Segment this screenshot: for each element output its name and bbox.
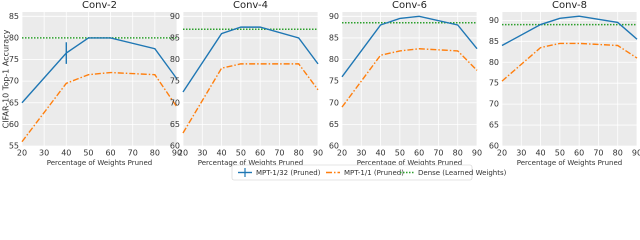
x-tick-label: 30 — [516, 149, 526, 158]
series-line — [21, 37, 178, 104]
y-tick-label: 60 — [9, 120, 19, 129]
legend-label: MPT-1/1 (Pruned) — [344, 169, 404, 177]
y-tick-label: 90 — [329, 12, 339, 21]
x-tick-label: 40 — [216, 149, 226, 158]
x-axis-label: Percentage of Weights Pruned — [517, 159, 622, 167]
series-line — [341, 15, 478, 78]
x-tick-label: 40 — [61, 149, 71, 158]
y-tick-label: 90 — [489, 16, 499, 25]
x-tick-label: 50 — [236, 149, 246, 158]
series-line — [341, 48, 478, 108]
y-tick-label: 85 — [9, 12, 19, 21]
x-tick-label: 50 — [555, 149, 565, 158]
y-tick-label: 90 — [170, 12, 180, 21]
x-tick-label: 60 — [255, 149, 265, 158]
x-tick-label: 20 — [17, 149, 27, 158]
x-tick-label: 20 — [497, 149, 507, 158]
y-tick-label: 85 — [489, 37, 499, 46]
series-line — [182, 63, 319, 134]
x-tick-label: 50 — [395, 149, 405, 158]
y-tick-label: 80 — [9, 33, 19, 42]
x-tick-label: 90 — [313, 149, 323, 158]
x-tick-label: 30 — [356, 149, 366, 158]
x-tick-label: 30 — [39, 149, 49, 158]
x-tick-label: 60 — [105, 149, 115, 158]
x-tick-label: 80 — [613, 149, 623, 158]
x-tick-label: 50 — [83, 149, 93, 158]
chart-title: Conv-6 — [392, 0, 427, 11]
x-tick-label: 70 — [274, 149, 284, 158]
x-tick-label: 80 — [150, 149, 160, 158]
y-tick-label: 75 — [9, 55, 19, 64]
x-tick-label: 40 — [535, 149, 545, 158]
plot-area — [183, 12, 318, 146]
y-axis-label: CIFAR-10 Top-1 Accuracy — [2, 29, 11, 128]
x-tick-label: 40 — [375, 149, 385, 158]
y-tick-label: 85 — [170, 33, 180, 42]
chart-title: Conv-2 — [82, 0, 117, 11]
y-tick-label: 65 — [489, 121, 499, 130]
x-tick-label: 30 — [197, 149, 207, 158]
y-tick-label: 80 — [329, 55, 339, 64]
y-tick-label: 80 — [489, 58, 499, 67]
y-tick-label: 65 — [329, 120, 339, 129]
chart-title: Conv-8 — [552, 0, 587, 11]
y-tick-label: 85 — [329, 33, 339, 42]
y-tick-label: 75 — [329, 77, 339, 86]
figure: Conv-2 55 60 65 70 75 80 85 20 30 40 50 60 70 80 90 Perc… — [2, 0, 640, 181]
x-tick-label: 90 — [632, 149, 640, 158]
chart-title: Conv-4 — [233, 0, 268, 11]
x-tick-label: 90 — [472, 149, 482, 158]
legend-box — [231, 164, 473, 181]
y-tick-label: 75 — [489, 79, 499, 88]
x-tick-label: 20 — [178, 149, 188, 158]
legend: MPT-1/32 (Pruned) MPT-1/1 (Pruned) Dense (… — [231, 164, 507, 181]
y-tick-label: 70 — [170, 98, 180, 107]
y-tick-label: 60 — [329, 142, 339, 151]
series-line — [21, 71, 178, 143]
y-tick-label: 80 — [170, 55, 180, 64]
x-tick-label: 80 — [294, 149, 304, 158]
x-tick-label: 20 — [337, 149, 347, 158]
x-axis-label: Percentage of Weights Pruned — [47, 159, 152, 167]
x-tick-label: 80 — [453, 149, 463, 158]
y-tick-label: 70 — [9, 77, 19, 86]
plot-area — [22, 12, 177, 146]
x-tick-label: 90 — [172, 149, 182, 158]
x-tick-label: 60 — [414, 149, 424, 158]
plot-area — [342, 12, 477, 146]
x-axis-label: Percentage of Weights Pruned — [357, 159, 462, 167]
x-tick-label: 60 — [574, 149, 584, 158]
plot-area — [502, 12, 637, 146]
series-line — [182, 26, 319, 93]
x-tick-label: 70 — [433, 149, 443, 158]
y-tick-label: 70 — [489, 100, 499, 109]
series-line — [501, 42, 638, 82]
series-line — [501, 15, 638, 47]
x-tick-label: 70 — [593, 149, 603, 158]
y-tick-label: 70 — [329, 98, 339, 107]
y-tick-label: 75 — [170, 77, 180, 86]
y-tick-label: 65 — [9, 98, 19, 107]
legend-label: Dense (Learned Weights) — [418, 169, 507, 177]
y-tick-label: 65 — [170, 120, 180, 129]
x-axis-label: Percentage of Weights Pruned — [198, 159, 303, 167]
y-tick-label: 60 — [489, 142, 499, 151]
y-tick-label: 60 — [170, 142, 180, 151]
y-tick-label: 55 — [9, 142, 19, 151]
x-tick-label: 70 — [128, 149, 138, 158]
legend-label: MPT-1/32 (Pruned) — [256, 169, 321, 177]
